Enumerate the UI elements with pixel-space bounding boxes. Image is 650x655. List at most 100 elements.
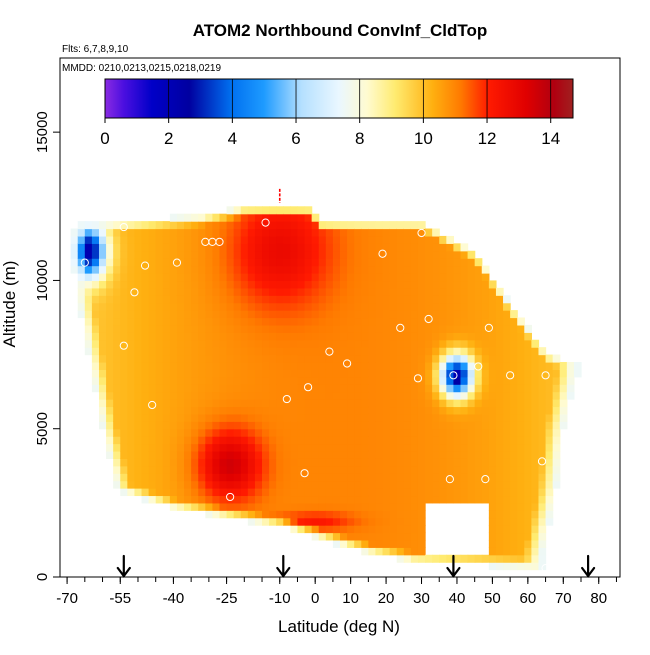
- heatmap-cell: [290, 436, 299, 445]
- sample-point: [119, 222, 128, 232]
- sample-point: [215, 237, 224, 246]
- sample-point: [325, 347, 334, 356]
- heatmap-cell: [162, 295, 171, 304]
- heatmap-cell: [84, 317, 93, 326]
- heatmap-cell: [269, 480, 277, 489]
- heatmap-cell: [432, 258, 440, 267]
- x-tick-label: 50: [484, 590, 501, 607]
- heatmap-cell: [297, 324, 306, 333]
- heatmap-cell: [481, 287, 490, 296]
- heatmap-cell: [98, 235, 107, 244]
- heatmap-cell: [545, 376, 554, 385]
- heatmap-cell: [545, 399, 554, 408]
- heatmap-cell: [439, 302, 447, 311]
- heatmap-cell: [205, 347, 214, 356]
- heatmap-cell: [226, 221, 235, 230]
- heatmap-cell: [439, 339, 447, 348]
- heatmap-cell: [169, 458, 178, 467]
- heatmap-cell: [510, 347, 518, 356]
- heatmap-cell: [531, 436, 540, 445]
- heatmap-cell: [410, 406, 419, 415]
- heatmap-cell: [347, 339, 355, 348]
- heatmap-cell: [290, 502, 299, 511]
- heatmap-cell: [290, 273, 299, 282]
- heatmap-cell: [212, 413, 221, 422]
- heatmap-cell: [134, 250, 143, 259]
- heatmap-cell: [361, 495, 369, 504]
- heatmap-cell: [269, 206, 277, 215]
- heatmap-cell: [439, 273, 447, 282]
- heatmap-cell: [432, 495, 440, 504]
- heatmap-cell: [453, 391, 462, 400]
- heatmap-cell: [517, 465, 525, 474]
- heatmap-cell: [354, 510, 362, 519]
- heatmap-cell: [340, 221, 348, 230]
- heatmap-cell: [91, 228, 100, 237]
- heatmap-cell: [148, 391, 157, 400]
- heatmap-cell: [311, 228, 320, 237]
- heatmap-cell: [396, 258, 405, 267]
- heatmap-cell: [127, 384, 136, 393]
- heatmap-cell: [474, 473, 483, 482]
- heatmap-cell: [290, 510, 299, 519]
- heatmap-cell: [304, 376, 313, 385]
- heatmap-cell: [304, 465, 313, 474]
- heatmap-cell: [205, 265, 214, 274]
- heatmap-cell: [488, 495, 497, 504]
- heatmap-cell: [495, 302, 504, 311]
- heatmap-cell: [98, 295, 107, 304]
- heatmap-cell: [219, 406, 228, 415]
- heatmap-cell: [70, 235, 79, 244]
- heatmap-cell: [304, 369, 313, 378]
- heatmap-cell: [184, 428, 192, 437]
- x-tick-label: -10: [269, 590, 291, 607]
- heatmap-cell: [495, 413, 504, 422]
- heatmap-cell: [219, 235, 228, 244]
- heatmap-cell: [240, 399, 249, 408]
- heatmap-cell: [552, 458, 561, 467]
- heatmap-cell: [311, 525, 320, 534]
- heatmap-cell: [340, 450, 348, 459]
- heatmap-cell: [269, 413, 277, 422]
- heatmap-cell: [517, 317, 525, 326]
- heatmap-cell: [510, 554, 518, 563]
- heatmap-cell: [283, 235, 291, 244]
- heatmap-cell: [439, 384, 447, 393]
- heatmap-cell: [467, 332, 476, 341]
- heatmap-cell: [176, 243, 185, 252]
- heatmap-cell: [417, 436, 426, 445]
- heatmap-cell: [169, 502, 178, 511]
- heatmap-cell: [332, 436, 341, 445]
- heatmap-cell: [134, 243, 143, 252]
- heatmap-cell: [495, 376, 504, 385]
- heatmap-cell: [410, 369, 419, 378]
- heatmap-cell: [340, 510, 348, 519]
- heatmap-cell: [453, 436, 462, 445]
- heatmap-cell: [176, 502, 185, 511]
- heatmap-cell: [297, 228, 306, 237]
- heatmap-cell: [403, 376, 412, 385]
- heatmap-cell: [226, 302, 235, 311]
- heatmap-cell: [254, 213, 263, 222]
- heatmap-cell: [262, 502, 270, 511]
- heatmap-cell: [141, 235, 150, 244]
- heatmap-cell: [332, 399, 341, 408]
- heatmap-cell: [176, 265, 185, 274]
- heatmap-cell: [382, 458, 391, 467]
- heatmap-cell: [169, 332, 178, 341]
- heatmap-cell: [396, 421, 405, 430]
- heatmap-cell: [113, 250, 121, 259]
- heatmap-cell: [403, 539, 412, 548]
- heatmap-cell: [148, 235, 157, 244]
- heatmap-cell: [538, 488, 547, 497]
- heatmap-cell: [226, 295, 235, 304]
- heatmap-cell: [91, 265, 100, 274]
- heatmap-cell: [503, 488, 511, 497]
- heatmap-cell: [297, 376, 306, 385]
- heatmap-cell: [495, 428, 504, 437]
- heatmap-cell: [176, 443, 185, 452]
- heatmap-cell: [290, 450, 299, 459]
- heatmap-cell: [354, 361, 362, 370]
- heatmap-cell: [254, 310, 263, 319]
- heatmap-cell: [318, 228, 327, 237]
